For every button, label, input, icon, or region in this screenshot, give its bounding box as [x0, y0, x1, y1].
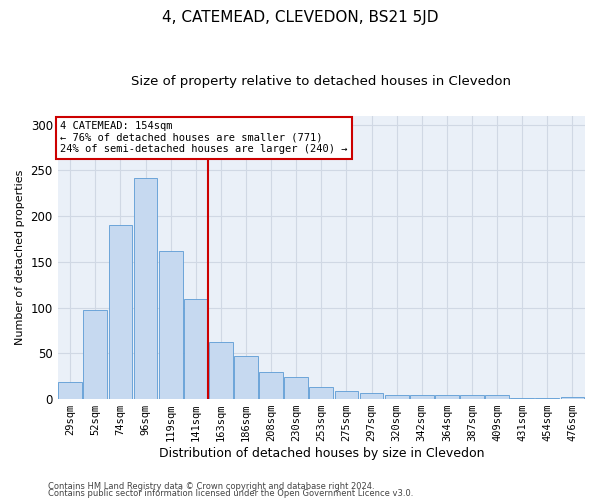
Bar — [385, 396, 409, 399]
Bar — [359, 392, 383, 399]
Bar — [460, 396, 484, 399]
Bar — [109, 226, 133, 399]
Bar — [435, 396, 459, 399]
Bar — [510, 398, 534, 399]
Title: Size of property relative to detached houses in Clevedon: Size of property relative to detached ho… — [131, 75, 511, 88]
Bar — [310, 387, 333, 399]
Bar — [560, 398, 584, 399]
Bar — [83, 310, 107, 399]
Bar — [535, 398, 559, 399]
Bar — [335, 391, 358, 399]
Bar — [259, 372, 283, 399]
Bar — [410, 396, 434, 399]
Bar — [159, 251, 182, 399]
Text: Contains public sector information licensed under the Open Government Licence v3: Contains public sector information licen… — [48, 490, 413, 498]
Y-axis label: Number of detached properties: Number of detached properties — [15, 170, 25, 345]
Bar — [234, 356, 258, 399]
X-axis label: Distribution of detached houses by size in Clevedon: Distribution of detached houses by size … — [158, 447, 484, 460]
Text: 4 CATEMEAD: 154sqm
← 76% of detached houses are smaller (771)
24% of semi-detach: 4 CATEMEAD: 154sqm ← 76% of detached hou… — [61, 121, 348, 154]
Bar — [58, 382, 82, 399]
Bar — [284, 377, 308, 399]
Bar — [134, 178, 157, 399]
Bar — [209, 342, 233, 399]
Bar — [184, 300, 208, 399]
Bar — [485, 396, 509, 399]
Text: Contains HM Land Registry data © Crown copyright and database right 2024.: Contains HM Land Registry data © Crown c… — [48, 482, 374, 491]
Text: 4, CATEMEAD, CLEVEDON, BS21 5JD: 4, CATEMEAD, CLEVEDON, BS21 5JD — [162, 10, 438, 25]
